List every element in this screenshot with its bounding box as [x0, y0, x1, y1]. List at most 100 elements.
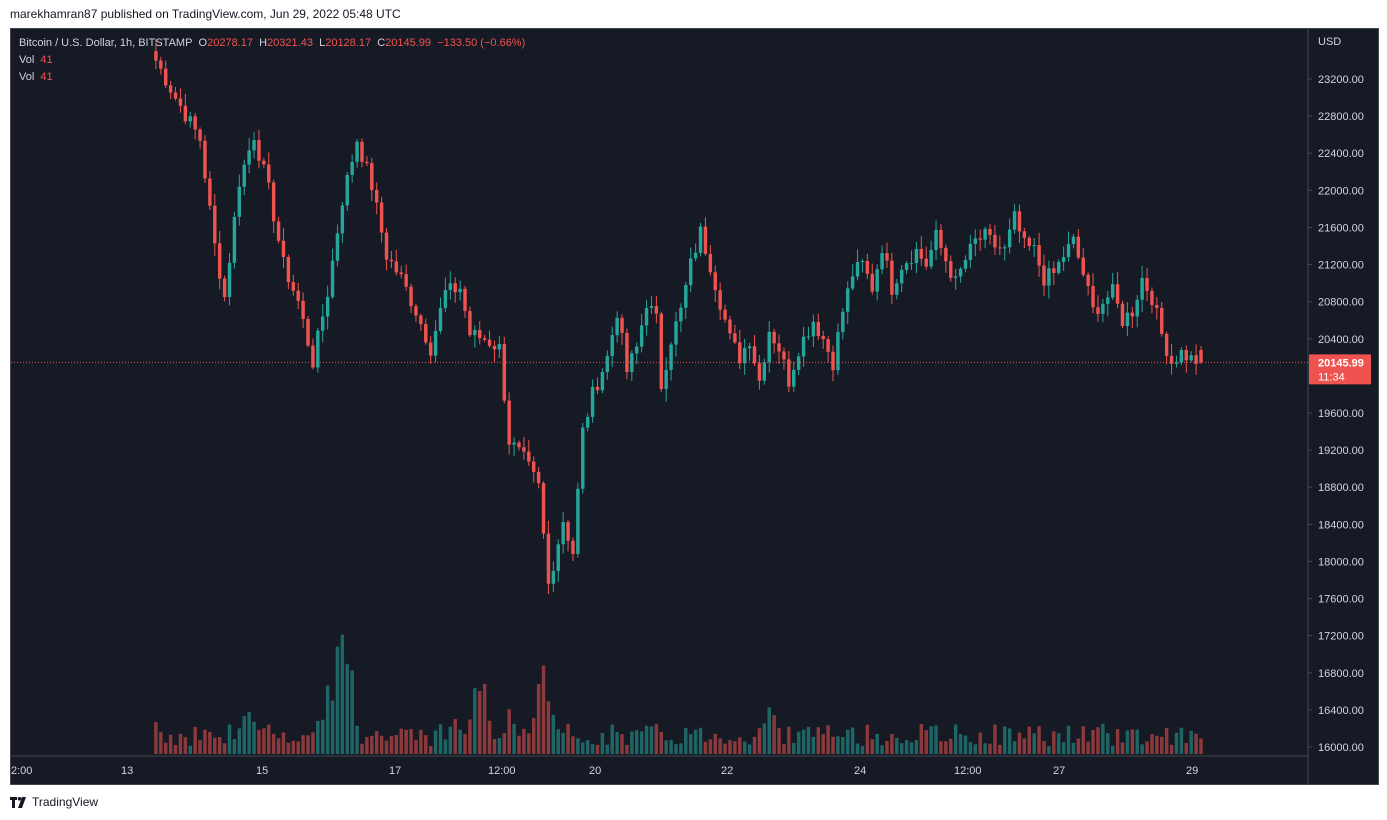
candle-body: [296, 290, 300, 301]
price-tick-label: 22400.00: [1318, 148, 1364, 160]
candle-body: [718, 290, 722, 310]
candle-body: [924, 258, 928, 267]
volume-bar: [772, 715, 776, 754]
candle-body: [855, 262, 860, 277]
candle-body: [404, 274, 408, 287]
candle-body: [541, 483, 546, 534]
volume-bar: [340, 634, 345, 754]
volume-bar: [806, 726, 811, 754]
candlestick-chart[interactable]: USD 23200.00 22800.00 22400.00 22000.00 21600…: [11, 29, 1378, 784]
candle-body: [473, 330, 477, 336]
candle-body: [443, 289, 448, 308]
volume-bar: [1017, 732, 1022, 754]
legend-volume-row-2[interactable]: Vol 41: [19, 69, 525, 86]
candle-body: [281, 240, 286, 257]
candle-body: [693, 252, 698, 259]
legend-symbol[interactable]: Bitcoin / U.S. Dollar, 1h, BITSTAMP: [19, 37, 193, 49]
candle-body: [885, 253, 889, 261]
volume-bar: [811, 736, 816, 754]
volume-bar: [1110, 745, 1115, 754]
volume-bar: [904, 740, 909, 754]
footer-brand[interactable]: TradingView: [10, 795, 98, 809]
candle-body: [1007, 229, 1012, 248]
volume-bar: [1032, 733, 1036, 754]
candle-body: [978, 238, 982, 240]
volume-bar: [713, 733, 717, 754]
candle-body: [870, 273, 874, 292]
time-tick-label: 13: [121, 765, 133, 777]
price-tick-label: 18800.00: [1318, 482, 1364, 494]
candle-body: [880, 253, 884, 270]
volume-bar: [198, 740, 202, 754]
volume-bar: [1179, 727, 1184, 754]
volume-bar: [698, 727, 703, 754]
volume-bar: [944, 741, 948, 754]
candle-body: [963, 259, 968, 269]
legend-vol-label: Vol: [19, 71, 35, 83]
candle-body: [1071, 236, 1076, 245]
volume-bar: [895, 737, 899, 754]
candle-body: [1047, 268, 1051, 286]
candle-body: [365, 161, 369, 164]
candle-body: [291, 282, 296, 291]
volume-bar: [276, 738, 281, 754]
volume-bar: [468, 719, 472, 754]
volume-bar: [203, 729, 207, 754]
candle-body: [890, 260, 894, 295]
candle-body: [792, 369, 796, 387]
candle-body: [340, 205, 345, 234]
legend-vol-label: Vol: [19, 54, 35, 66]
volume-bar: [1174, 732, 1179, 754]
volume-bar: [939, 741, 943, 754]
volume-bar: [792, 742, 796, 754]
volume-bar: [473, 688, 477, 754]
candle-body: [360, 141, 364, 162]
candle-body: [1086, 274, 1090, 287]
volume-bar: [1086, 741, 1090, 754]
candle-body: [1145, 278, 1149, 291]
candle-body: [919, 248, 924, 259]
volume-bar: [718, 738, 722, 754]
price-tick-label: 17600.00: [1318, 594, 1364, 606]
chart-panel[interactable]: USD 23200.00 22800.00 22400.00 22000.00 21600…: [10, 28, 1379, 785]
last-price-badge: [1309, 354, 1371, 385]
volume-bar: [644, 725, 649, 754]
candle-body: [1037, 245, 1041, 266]
volume-bar: [365, 736, 369, 754]
volume-bar: [929, 726, 933, 754]
candle-body: [482, 338, 487, 340]
volume-bar: [546, 701, 551, 754]
candle-body: [811, 321, 816, 337]
candle-body: [934, 229, 938, 250]
tradingview-logo-icon: [10, 796, 28, 808]
volume-bar: [443, 739, 448, 754]
candle-body: [659, 313, 663, 390]
candle-body: [355, 141, 359, 162]
candle-body: [1106, 297, 1110, 304]
volume-bar: [1096, 727, 1100, 754]
candle-body: [1027, 237, 1031, 247]
volume-bar: [1061, 742, 1066, 754]
candle-body: [1150, 290, 1154, 306]
price-tick-label: 21600.00: [1318, 222, 1364, 234]
volume-bar: [1071, 742, 1076, 754]
candles: [154, 39, 1203, 595]
volume-bar: [379, 735, 384, 754]
volume-bar: [227, 724, 232, 754]
price-tick-label: 16800.00: [1318, 668, 1364, 680]
volume-bar: [252, 721, 256, 754]
time-tick-label: 12:00: [954, 765, 982, 777]
legend-volume-row-1[interactable]: Vol 41: [19, 52, 525, 69]
volume-bar: [531, 718, 536, 754]
volume-bar: [1003, 726, 1007, 754]
volume-bar: [968, 742, 973, 754]
volume-bar: [208, 732, 212, 754]
candle-body: [301, 300, 305, 319]
time-tick-label: 29: [1186, 765, 1198, 777]
candle-body: [600, 372, 605, 391]
volume-bar: [659, 731, 663, 754]
volume-bar: [1150, 734, 1154, 754]
candle-body: [276, 221, 281, 241]
candle-body: [164, 68, 168, 86]
bar-countdown-label: 11:34: [1318, 371, 1345, 383]
